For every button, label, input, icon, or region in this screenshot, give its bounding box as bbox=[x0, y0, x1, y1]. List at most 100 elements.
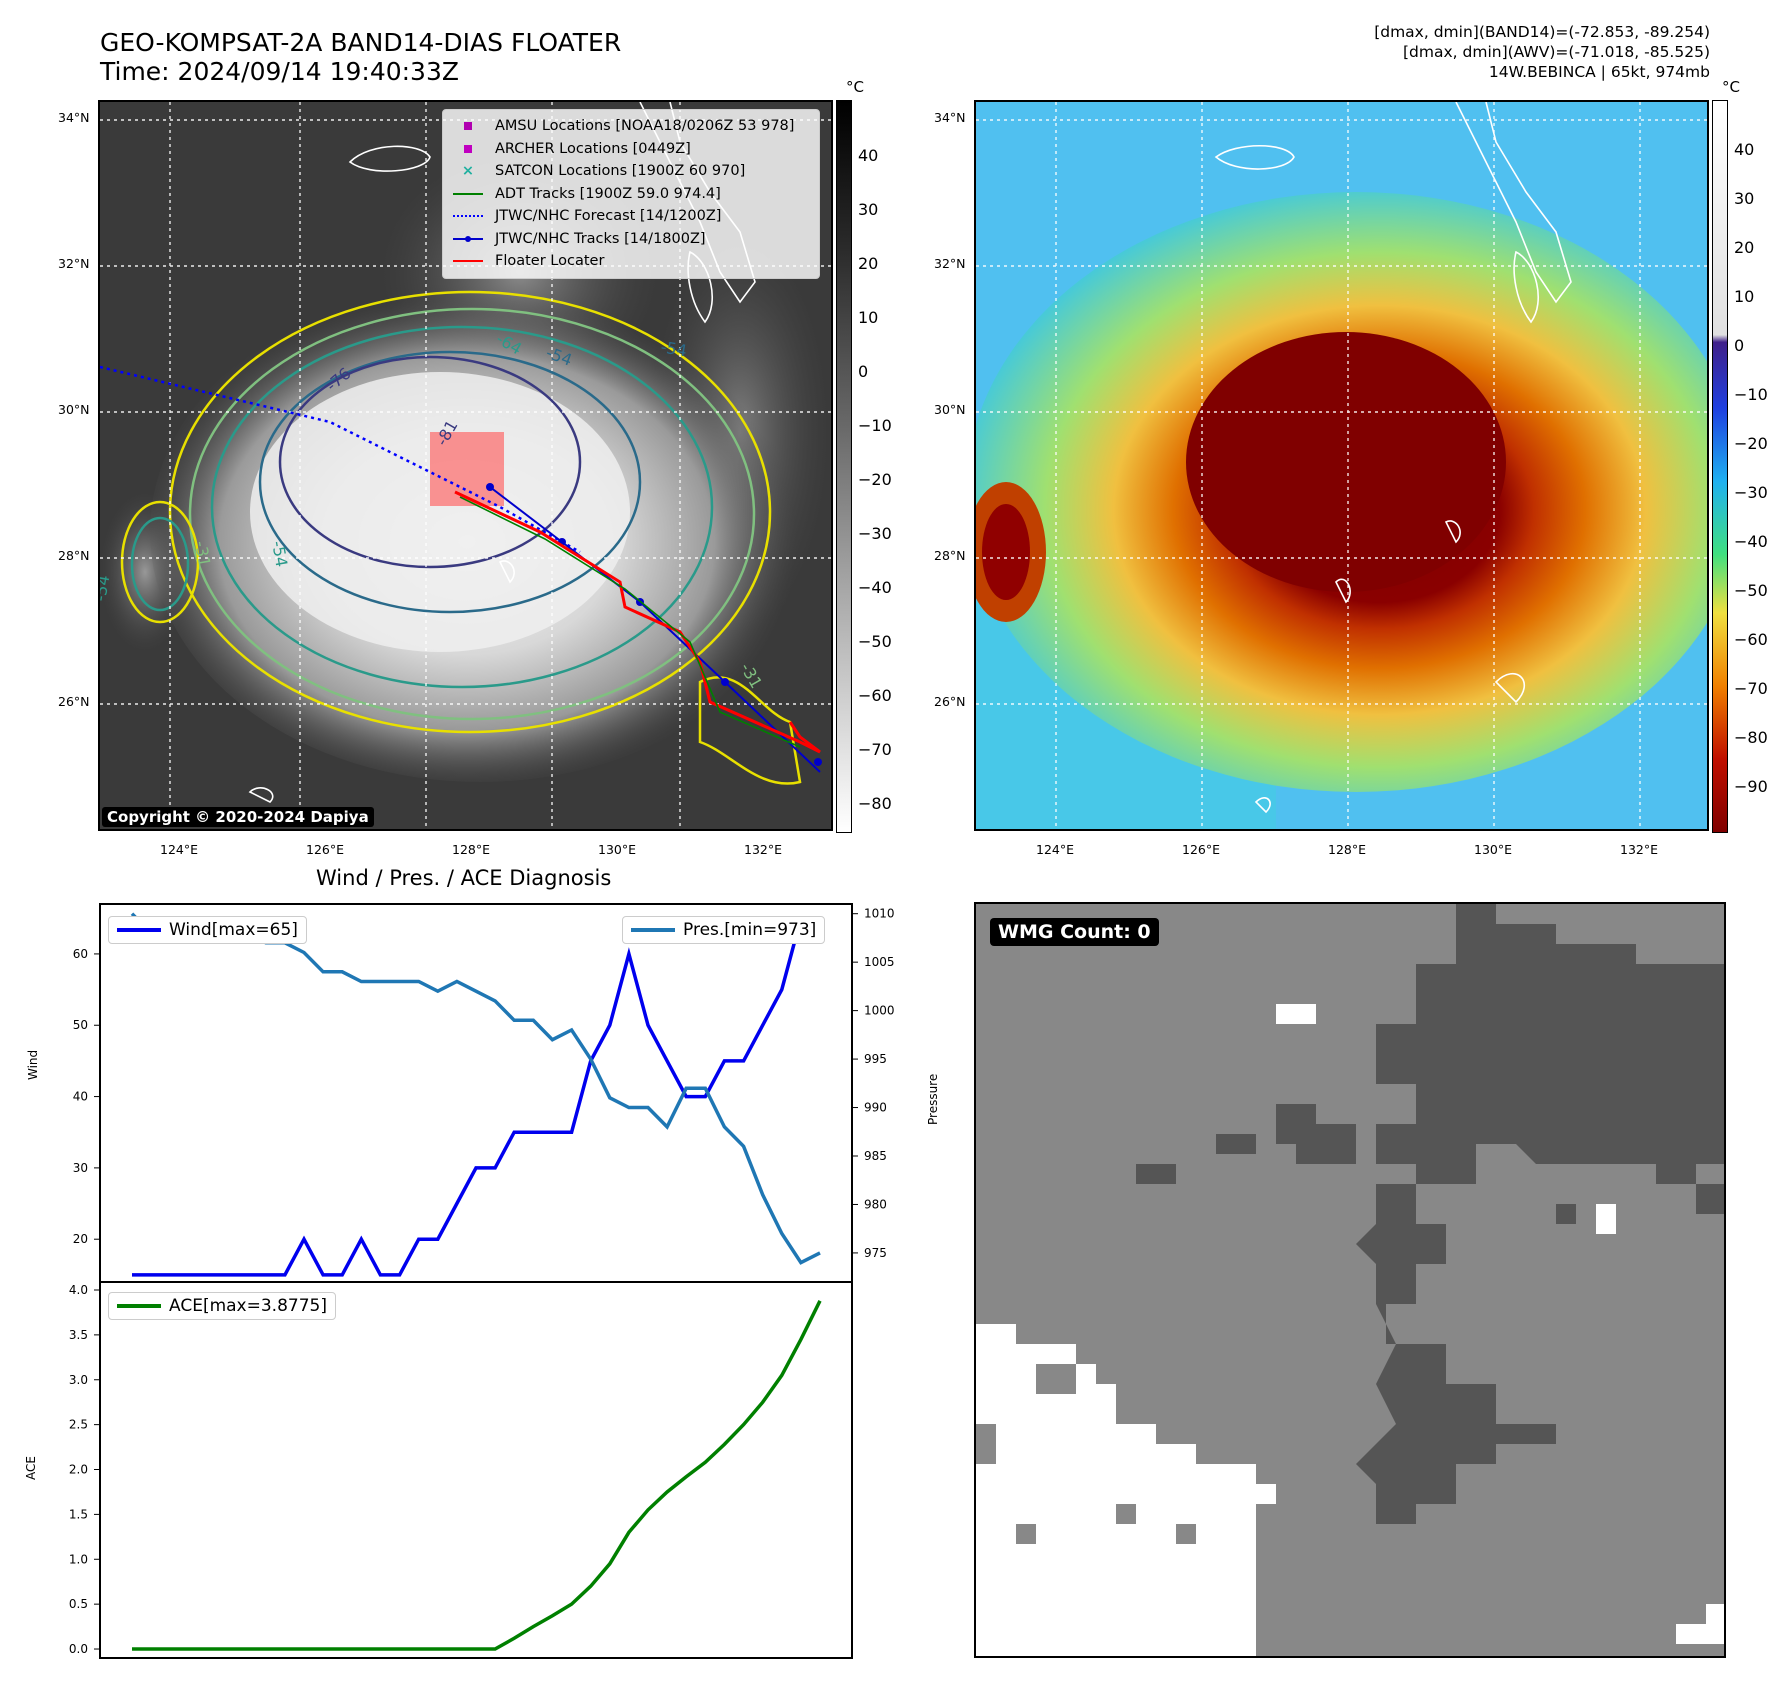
axis-tick-label: 0.5 bbox=[69, 1597, 88, 1611]
ace-axes bbox=[99, 1281, 853, 1659]
legend-tracks: JTWC/NHC Tracks [14/1800Z] bbox=[451, 228, 811, 251]
cb-tick: −30 bbox=[858, 524, 892, 543]
axis-tick-label: 3.0 bbox=[69, 1373, 88, 1387]
cb-tick: −80 bbox=[1734, 728, 1768, 747]
lon-label: 126°E bbox=[1182, 842, 1221, 857]
cb-tick: −80 bbox=[858, 794, 892, 813]
axis-tick-label: 0.0 bbox=[69, 1642, 88, 1656]
legend-forecast: JTWC/NHC Forecast [14/1200Z] bbox=[451, 205, 811, 228]
lat-label: 30°N bbox=[934, 402, 966, 417]
lat-label: 32°N bbox=[934, 256, 966, 271]
lon-label: 128°E bbox=[452, 842, 491, 857]
legend-floater: Floater Locater bbox=[451, 250, 811, 273]
lat-label: 34°N bbox=[934, 110, 966, 125]
cb-tick: 20 bbox=[858, 254, 879, 273]
cb-tick: −10 bbox=[858, 416, 892, 435]
lon-label: 132°E bbox=[744, 842, 783, 857]
axis-tick-label: 990 bbox=[864, 1101, 887, 1115]
title-line-1: GEO-KOMPSAT-2A BAND14-DIAS FLOATER bbox=[100, 28, 622, 57]
lon-label: 124°E bbox=[1036, 842, 1075, 857]
axis-tick-label: 60 bbox=[73, 947, 88, 961]
lat-label: 32°N bbox=[58, 256, 90, 271]
cb-tick: 10 bbox=[1734, 287, 1755, 306]
cb-tick: −60 bbox=[858, 686, 892, 705]
figure-title: GEO-KOMPSAT-2A BAND14-DIAS FLOATER Time:… bbox=[100, 28, 621, 86]
contour-label: -54 bbox=[659, 337, 688, 360]
axis-tick-label: 1005 bbox=[864, 955, 895, 969]
axis-tick-label: 995 bbox=[864, 1052, 887, 1066]
cb-tick: −20 bbox=[1734, 434, 1768, 453]
legend-amsu: AMSU Locations [NOAA18/0206Z 53 978] bbox=[451, 115, 811, 138]
axis-tick-label: 3.5 bbox=[69, 1328, 88, 1342]
cb-tick: −30 bbox=[1734, 483, 1768, 502]
cb-tick: 10 bbox=[858, 308, 879, 327]
ace-legend: ACE[max=3.8775] bbox=[108, 1292, 336, 1320]
colorbar-left bbox=[836, 100, 852, 833]
lon-label: 130°E bbox=[1474, 842, 1513, 857]
contour-label: -54 bbox=[100, 574, 113, 603]
wind-legend: Wind[max=65] bbox=[108, 916, 307, 944]
axis-tick-label: 1.5 bbox=[69, 1507, 88, 1521]
cb-tick: −20 bbox=[858, 470, 892, 489]
cb-tick: 0 bbox=[858, 362, 869, 381]
contour-label: -31 bbox=[191, 539, 214, 568]
cb-tick: −60 bbox=[1734, 630, 1768, 649]
cb-tick: −40 bbox=[1734, 532, 1768, 551]
axis-tick-label: 980 bbox=[864, 1197, 887, 1211]
axis-tick-label: 1000 bbox=[864, 1004, 895, 1018]
lon-label: 124°E bbox=[160, 842, 199, 857]
cb-tick: −90 bbox=[1734, 777, 1768, 796]
diagnosis-title: Wind / Pres. / ACE Diagnosis bbox=[316, 866, 612, 890]
cb-tick: −10 bbox=[1734, 385, 1768, 404]
map-legend: AMSU Locations [NOAA18/0206Z 53 978] ARC… bbox=[442, 109, 820, 279]
cb-tick: 30 bbox=[1734, 189, 1755, 208]
axis-tick-label: 975 bbox=[864, 1246, 887, 1260]
colorbar-left-unit: °C bbox=[846, 78, 864, 96]
wmg-svg bbox=[976, 904, 1724, 1656]
axis-tick-label: 50 bbox=[73, 1018, 88, 1032]
lat-label: 26°N bbox=[934, 694, 966, 709]
cb-tick: 0 bbox=[1734, 336, 1745, 355]
copyright-badge: Copyright © 2020-2024 Dapiya bbox=[102, 807, 374, 827]
lat-label: 26°N bbox=[58, 694, 90, 709]
cb-tick: −50 bbox=[1734, 581, 1768, 600]
lat-label: 28°N bbox=[934, 548, 966, 563]
legend-satcon: × SATCON Locations [1900Z 60 970] bbox=[461, 163, 746, 179]
cb-tick: −40 bbox=[858, 578, 892, 597]
lon-label: 130°E bbox=[598, 842, 637, 857]
colorbar-right-unit: °C bbox=[1722, 78, 1740, 96]
lat-label: 34°N bbox=[58, 110, 90, 125]
lat-label: 28°N bbox=[58, 548, 90, 563]
ir-grayscale-map: -76 -64 -54 -54 -81 -31 -54 -54 -31 AMSU… bbox=[98, 100, 833, 831]
axis-tick-label: 985 bbox=[864, 1149, 887, 1163]
legend-archer: ARCHER Locations [0449Z] bbox=[451, 138, 811, 161]
legend-adt: ADT Tracks [1900Z 59.0 974.4] bbox=[451, 183, 811, 206]
wmg-count-badge: WMG Count: 0 bbox=[990, 918, 1159, 946]
cb-tick: 30 bbox=[858, 200, 879, 219]
axis-tick-label: 30 bbox=[73, 1161, 88, 1175]
awv-color-svg bbox=[976, 102, 1707, 829]
wind-series-line bbox=[132, 916, 820, 1277]
title-line-2: Time: 2024/09/14 19:40:33Z bbox=[100, 57, 459, 86]
colorbar-right bbox=[1712, 100, 1728, 833]
stats-block: [dmax, dmin](BAND14)=(-72.853, -89.254) … bbox=[1374, 22, 1710, 82]
ace-series-line bbox=[132, 1300, 822, 1651]
axis-tick-label: 20 bbox=[73, 1232, 88, 1246]
awv-color-map bbox=[974, 100, 1709, 831]
lon-label: 132°E bbox=[1620, 842, 1659, 857]
cb-tick: −50 bbox=[858, 632, 892, 651]
axis-tick-label: 1.0 bbox=[69, 1552, 88, 1566]
lat-label: 30°N bbox=[58, 402, 90, 417]
cb-tick: 40 bbox=[1734, 140, 1755, 159]
axis-tick-label: 40 bbox=[73, 1090, 88, 1104]
cb-tick: 40 bbox=[858, 146, 879, 165]
lon-label: 126°E bbox=[306, 842, 345, 857]
axis-tick-label: 1010 bbox=[864, 907, 895, 921]
cb-tick: −70 bbox=[858, 740, 892, 759]
cb-tick: 20 bbox=[1734, 238, 1755, 257]
cb-tick: −70 bbox=[1734, 679, 1768, 698]
floater-box bbox=[430, 432, 504, 506]
contour-label: -54 bbox=[268, 539, 291, 568]
wind-pres-axes bbox=[99, 903, 853, 1283]
diagnosis-svg: 20 30 40 50 60 975 980 985 990 995 1000 1005 1010 0… bbox=[69, 903, 895, 1659]
